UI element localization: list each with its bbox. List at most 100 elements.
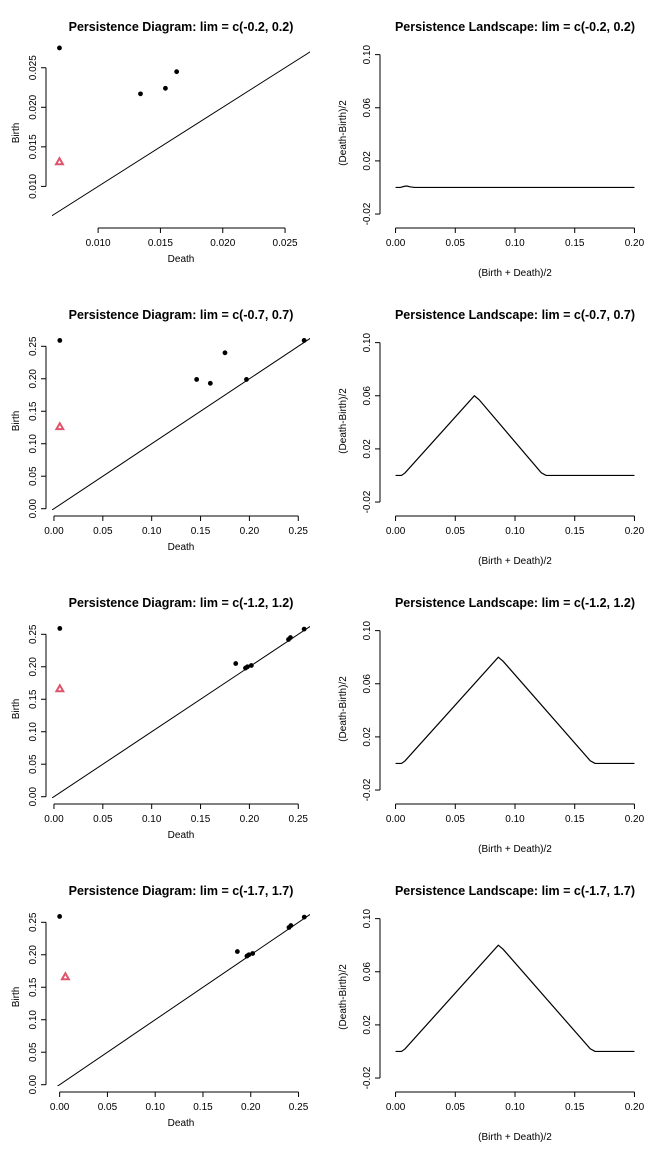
infinite-point-marker xyxy=(54,683,65,693)
x-axis-label: Death xyxy=(168,1118,195,1129)
x-tick-label: 0.015 xyxy=(148,238,173,249)
y-tick-label: 0.25 xyxy=(28,624,39,644)
x-tick-label: 0.05 xyxy=(446,1102,466,1113)
finite-point-marker xyxy=(245,664,250,670)
x-tick-label: 0.15 xyxy=(565,1102,585,1113)
x-tick-label: 0.020 xyxy=(210,238,235,249)
x-tick-label: 0.10 xyxy=(505,1102,525,1113)
y-tick-label: 0.06 xyxy=(362,674,373,694)
y-tick-label: 0.20 xyxy=(28,945,39,965)
x-axis-label: (Birth + Death)/2 xyxy=(478,844,552,855)
x-tick-label: 0.00 xyxy=(386,1102,406,1113)
plot-title: Persistence Diagram: lim = c(-0.7, 0.7) xyxy=(69,308,294,322)
y-tick-label: 0.15 xyxy=(28,977,39,997)
y-axis-label: (Death-Birth)/2 xyxy=(338,388,349,454)
y-axis-label: (Death-Birth)/2 xyxy=(338,100,349,166)
x-tick-label: 0.15 xyxy=(191,526,211,537)
x-tick-label: 0.05 xyxy=(446,238,466,249)
x-tick-label: 0.05 xyxy=(446,526,466,537)
x-tick-label: 0.10 xyxy=(505,526,525,537)
x-tick-label: 0.010 xyxy=(86,238,111,249)
diagram-panel-4: Persistence Diagram: lim = c(-1.7, 1.7) 0… xyxy=(11,884,310,1129)
y-tick-label: 0.10 xyxy=(28,434,39,454)
x-axis-label: Death xyxy=(168,254,195,265)
plot-title: Persistence Landscape: lim = c(-0.2, 0.2… xyxy=(395,20,635,34)
x-tick-label: 0.15 xyxy=(565,238,585,249)
y-tick-label: 0.10 xyxy=(362,908,373,928)
finite-point-marker xyxy=(250,951,256,956)
x-tick-label: 0.00 xyxy=(386,526,406,537)
finite-point-marker xyxy=(301,338,307,343)
y-tick-label: 0.10 xyxy=(28,722,39,742)
y-tick-label: 0.02 xyxy=(362,727,373,747)
finite-point-marker xyxy=(246,952,252,958)
y-tick-label: 0.25 xyxy=(28,336,39,356)
x-tick-label: 0.20 xyxy=(240,526,260,537)
x-tick-label: 0.15 xyxy=(565,814,585,825)
landscape-panel-1: Persistence Landscape: lim = c(-0.2, 0.2… xyxy=(338,20,645,279)
x-tick-label: 0.25 xyxy=(289,1102,309,1113)
plot-area xyxy=(395,185,635,189)
finite-point-marker xyxy=(288,923,294,928)
y-tick-label: 0.25 xyxy=(28,912,39,932)
x-tick-label: 0.10 xyxy=(505,814,525,825)
diagonal-line xyxy=(52,51,310,217)
y-tick-label: -0.02 xyxy=(362,490,373,513)
y-tick-label: -0.02 xyxy=(362,202,373,225)
x-axis-label: (Birth + Death)/2 xyxy=(478,556,552,567)
x-tick-label: 0.00 xyxy=(386,238,406,249)
y-axis-label: Birth xyxy=(11,123,22,144)
plot-area xyxy=(52,337,310,510)
y-tick-label: 0.02 xyxy=(362,439,373,459)
y-axis-label: Birth xyxy=(11,411,22,432)
infinite-point-marker xyxy=(60,971,71,981)
x-tick-label: 0.20 xyxy=(625,526,645,537)
plot-title: Persistence Diagram: lim = c(-0.2, 0.2) xyxy=(69,20,294,34)
finite-point-marker xyxy=(207,380,213,386)
y-tick-label: 0.025 xyxy=(28,55,39,80)
x-tick-label: 0.25 xyxy=(289,814,309,825)
finite-point-marker xyxy=(222,350,228,356)
infinite-point-marker xyxy=(54,421,65,431)
x-tick-label: 0.10 xyxy=(142,526,162,537)
plot-area xyxy=(52,45,310,217)
y-tick-label: 0.06 xyxy=(362,98,373,118)
y-tick-label: 0.20 xyxy=(28,657,39,677)
y-tick-label: 0.015 xyxy=(28,134,39,159)
x-tick-label: 0.10 xyxy=(505,238,525,249)
x-tick-label: 0.25 xyxy=(289,526,309,537)
y-tick-label: 0.10 xyxy=(28,1010,39,1030)
y-tick-label: 0.20 xyxy=(28,369,39,389)
y-tick-label: 0.020 xyxy=(28,94,39,119)
x-axis-label: (Birth + Death)/2 xyxy=(478,1132,552,1143)
finite-point-marker xyxy=(301,914,307,920)
y-tick-label: 0.02 xyxy=(362,151,373,171)
x-tick-label: 0.20 xyxy=(625,814,645,825)
y-axis-label: Birth xyxy=(11,987,22,1008)
plot-area xyxy=(395,656,635,765)
x-tick-label: 0.05 xyxy=(93,814,113,825)
y-tick-label: 0.05 xyxy=(28,1042,39,1062)
x-tick-label: 0.20 xyxy=(625,1102,645,1113)
landscape-panel-4: Persistence Landscape: lim = c(-1.7, 1.7… xyxy=(338,884,645,1143)
x-tick-label: 0.05 xyxy=(98,1102,118,1113)
x-tick-label: 0.05 xyxy=(93,526,113,537)
y-tick-label: -0.02 xyxy=(362,1066,373,1089)
y-axis-label: Birth xyxy=(11,699,22,720)
y-tick-label: 0.05 xyxy=(28,754,39,774)
landscape-line xyxy=(395,185,635,189)
plot-area xyxy=(52,625,310,798)
y-tick-label: 0.10 xyxy=(362,620,373,640)
finite-point-marker xyxy=(233,661,239,666)
x-tick-label: 0.00 xyxy=(50,1102,70,1113)
y-tick-label: 0.010 xyxy=(28,173,39,198)
x-tick-label: 0.15 xyxy=(565,526,585,537)
plot-title: Persistence Diagram: lim = c(-1.7, 1.7) xyxy=(69,884,294,898)
y-axis-label: (Death-Birth)/2 xyxy=(338,964,349,1030)
diagonal-line xyxy=(52,625,310,798)
y-tick-label: 0.15 xyxy=(28,401,39,421)
diagram-panel-3: Persistence Diagram: lim = c(-1.2, 1.2) 0… xyxy=(11,596,310,841)
plot-title: Persistence Landscape: lim = c(-1.7, 1.7… xyxy=(395,884,635,898)
landscape-line xyxy=(395,656,635,765)
